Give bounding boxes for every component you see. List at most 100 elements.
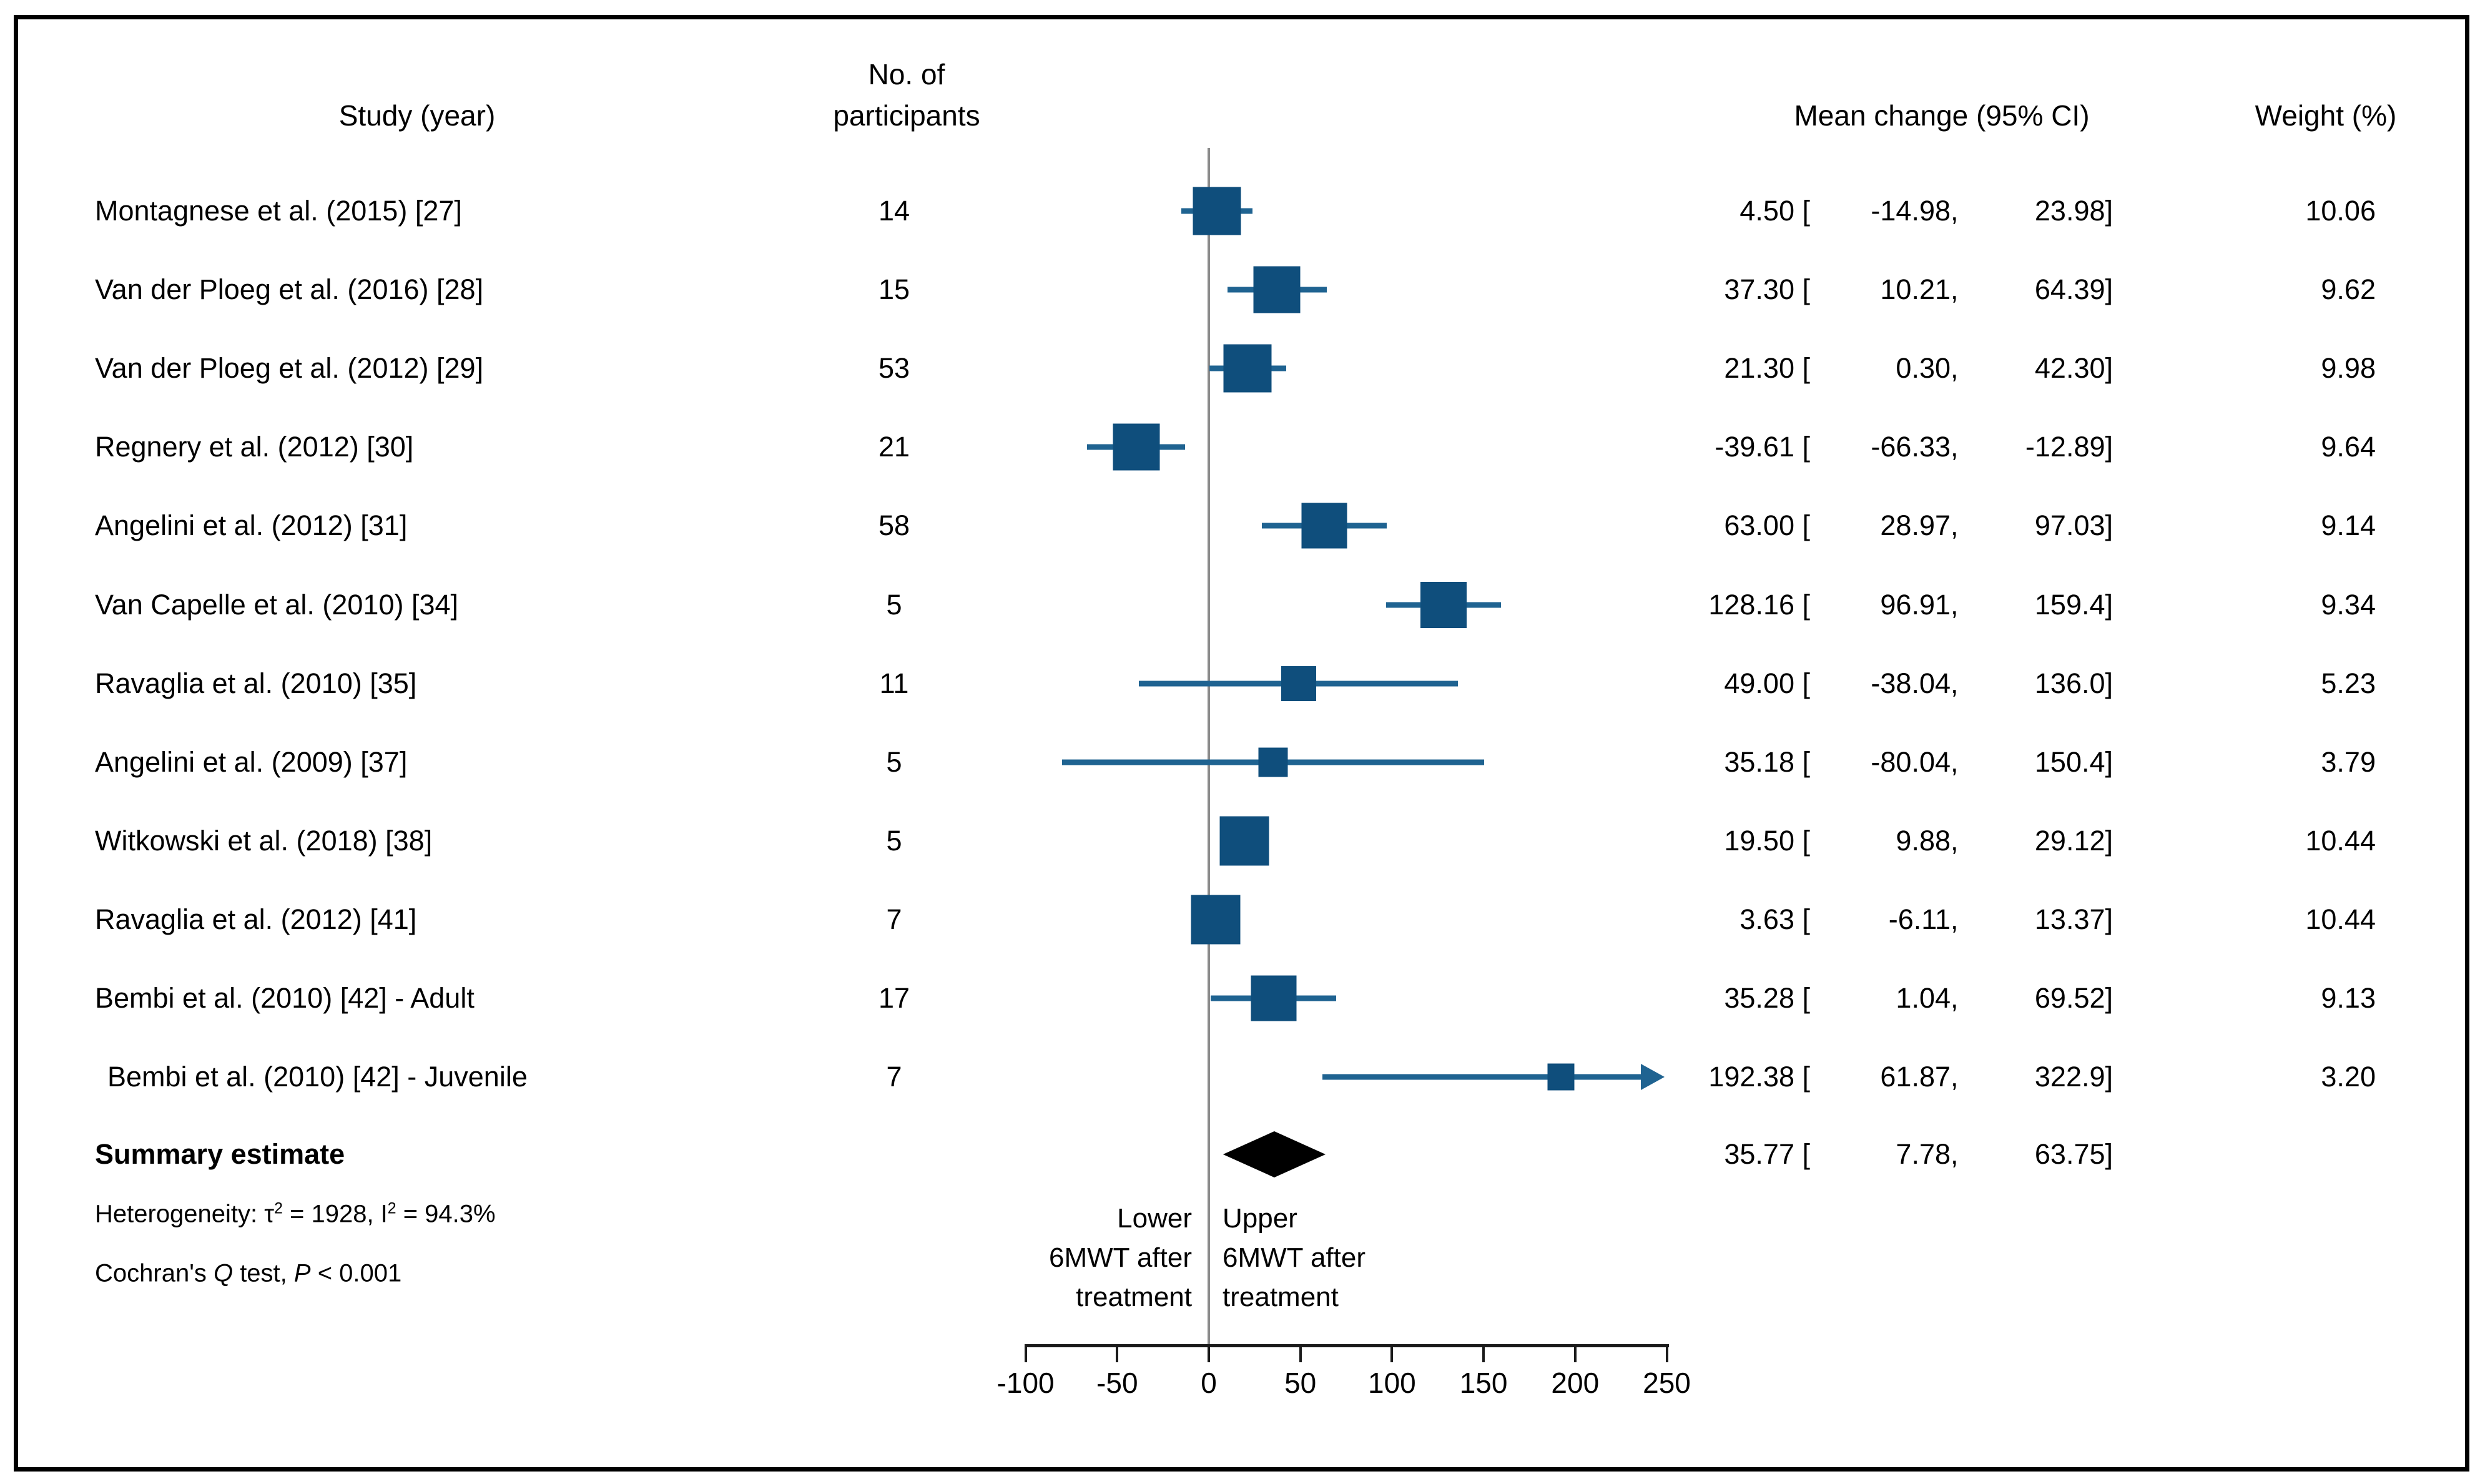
summary-bracket-close: ] — [2105, 1138, 2113, 1170]
bracket-close: ] — [2105, 824, 2113, 857]
bracket-close: ] — [2105, 667, 2113, 699]
comma: , — [1951, 1061, 1959, 1093]
ci-text: 49.00 [-38.04, 136.0] — [1651, 667, 2113, 700]
study-label: Bembi et al. (2010) [42] - Adult — [95, 982, 475, 1014]
comma: , — [1951, 982, 1959, 1014]
lower-line3: treatment — [1076, 1282, 1192, 1312]
ci-high-value: 69.52 — [2034, 982, 2105, 1014]
column-header-mean-change: Mean change (95% CI) — [1794, 99, 2090, 132]
participants-count: 15 — [878, 273, 910, 306]
ci-text: 4.50 [-14.98, 23.98] — [1651, 195, 2113, 227]
bracket-open: [ — [1794, 903, 1811, 935]
effect-size-square — [1258, 747, 1288, 777]
figure-border — [14, 15, 2469, 1472]
bracket-open: [ — [1794, 431, 1811, 463]
bracket-close: ] — [2105, 745, 2113, 778]
ci-low-value: -80.04 — [1871, 745, 1951, 778]
effect-size-square — [1281, 666, 1316, 701]
participants-count: 7 — [886, 903, 902, 935]
mean-value: 192.38 — [1708, 1061, 1794, 1093]
mean-value: 35.18 — [1724, 745, 1794, 778]
axis-tick — [1573, 1346, 1577, 1362]
axis-tick-label: 100 — [1368, 1367, 1416, 1399]
upper-line2: 6MWT after — [1223, 1242, 1366, 1273]
participants-count: 17 — [878, 982, 910, 1014]
mean-value: 128.16 — [1708, 588, 1794, 621]
axis-tick — [1024, 1346, 1027, 1362]
effect-size-square — [1223, 344, 1272, 393]
participants-count: 11 — [879, 667, 909, 699]
ci-low-value: 61.87 — [1880, 1061, 1951, 1093]
effect-size-square — [1301, 503, 1347, 549]
participants-count: 14 — [878, 195, 910, 227]
axis-tick — [1299, 1346, 1302, 1362]
weight-value: 9.14 — [2321, 509, 2376, 542]
bracket-open: [ — [1794, 195, 1811, 227]
participants-count: 58 — [878, 509, 910, 542]
ci-text: 35.28 [1.04, 69.52] — [1651, 982, 2113, 1015]
ci-low-value: 0.30 — [1896, 352, 1951, 385]
study-label: Ravaglia et al. (2010) [35] — [95, 667, 417, 699]
bracket-open: [ — [1794, 745, 1811, 778]
participants-count: 53 — [878, 352, 910, 385]
column-header-study: Study (year) — [338, 99, 496, 132]
comma: , — [1951, 588, 1959, 621]
axis-tick-label: 150 — [1459, 1367, 1508, 1399]
study-label: Regnery et al. (2012) [30] — [95, 431, 414, 463]
ci-text: -39.61 [-66.33, -12.89] — [1651, 431, 2113, 463]
ci-high-value: 23.98 — [2034, 195, 2105, 227]
bracket-close: ] — [2105, 982, 2113, 1014]
study-label: Van der Ploeg et al. (2012) [29] — [95, 352, 484, 385]
effect-size-square — [1193, 187, 1241, 235]
ci-low-value: -66.33 — [1871, 431, 1951, 463]
i-squared-sup: 2 — [387, 1200, 396, 1217]
weight-value: 9.64 — [2321, 431, 2376, 463]
ci-text: 3.63 [-6.11, 13.37] — [1651, 903, 2113, 936]
comma: , — [1951, 195, 1959, 227]
study-label: Ravaglia et al. (2012) [41] — [95, 903, 417, 935]
mean-value: 49.00 — [1724, 667, 1794, 699]
participants-count: 7 — [886, 1061, 902, 1093]
ci-high-value: 97.03 — [2034, 509, 2105, 542]
study-label: Angelini et al. (2009) [37] — [95, 745, 408, 778]
summary-bracket-open: [ — [1794, 1138, 1811, 1170]
ci-whisker — [1322, 1074, 1642, 1080]
summary-comma: , — [1951, 1138, 1959, 1170]
bracket-open: [ — [1794, 352, 1811, 385]
weight-value: 10.06 — [2305, 195, 2376, 227]
weight-value: 3.20 — [2321, 1061, 2376, 1093]
bracket-close: ] — [2105, 431, 2113, 463]
axis-tick — [1482, 1346, 1485, 1362]
column-header-participants: No. of participants — [833, 54, 980, 136]
ci-text: 35.18 [-80.04, 150.4] — [1651, 746, 2113, 779]
comma: , — [1951, 667, 1959, 699]
tau-squared-sup: 2 — [274, 1200, 283, 1217]
lower-line1: Lower — [1117, 1203, 1192, 1234]
mean-value: 63.00 — [1724, 509, 1794, 542]
axis-tick — [1208, 1346, 1210, 1362]
axis-tick — [1116, 1346, 1119, 1362]
ci-low-value: -38.04 — [1871, 667, 1951, 699]
effect-size-square — [1219, 816, 1269, 866]
effect-size-square — [1191, 895, 1241, 945]
study-label: Van Capelle et al. (2010) [34] — [95, 588, 459, 621]
comma: , — [1951, 903, 1959, 935]
ci-high-value: 136.0 — [2034, 667, 2105, 699]
bracket-close: ] — [2105, 903, 2113, 935]
mean-value: 21.30 — [1724, 352, 1794, 385]
bracket-open: [ — [1794, 982, 1811, 1014]
summary-ci-text: 35.77 [7.78, 63.75] — [1651, 1138, 2113, 1171]
axis-tick-label: -50 — [1096, 1367, 1138, 1399]
mean-value: 3.63 — [1739, 903, 1794, 935]
mean-value: 35.28 — [1724, 982, 1794, 1014]
study-label: Van der Ploeg et al. (2016) [28] — [95, 273, 484, 306]
upper-line3: treatment — [1223, 1282, 1339, 1312]
cochran-text: Cochran's — [95, 1259, 214, 1287]
ci-low-value: 1.04 — [1896, 982, 1951, 1014]
ci-low-value: -14.98 — [1871, 195, 1951, 227]
ci-text: 192.38 [61.87, 322.9] — [1651, 1061, 2113, 1093]
heterogeneity-text3: = 94.3% — [396, 1200, 496, 1228]
bracket-open: [ — [1794, 1061, 1811, 1093]
participants-count: 5 — [886, 588, 902, 621]
bracket-close: ] — [2105, 352, 2113, 385]
